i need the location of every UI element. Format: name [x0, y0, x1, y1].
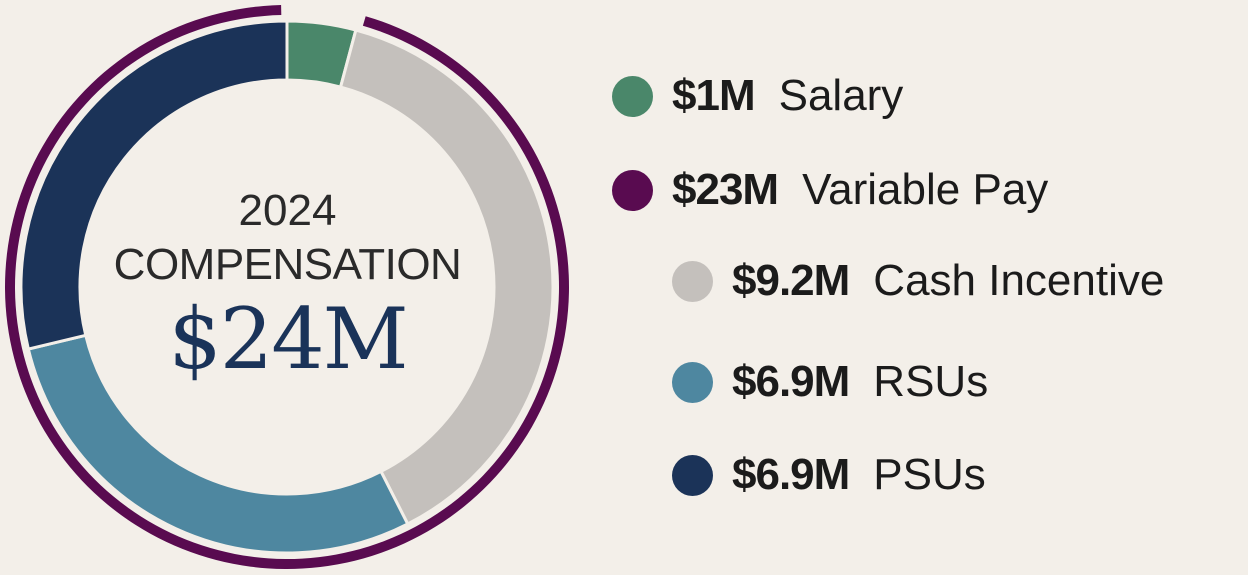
legend-label-variable-pay: Variable Pay — [802, 165, 1049, 214]
legend-dot-rsus — [672, 361, 713, 403]
center-year: 2024 — [238, 186, 337, 235]
legend-label-cash-incentive: Cash Incentive — [873, 256, 1165, 305]
legend-dot-variable-pay — [612, 169, 653, 211]
legend-dot-cash-incentive — [672, 260, 713, 302]
legend-item-variable-pay: $23M Variable Pay — [612, 160, 1048, 220]
legend-label-salary: Salary — [778, 71, 904, 120]
donut-chart — [4, 5, 569, 570]
slice-psu — [19, 19, 289, 351]
legend-dot-psus — [672, 454, 713, 496]
legend-item-psus: $6.9M PSUs — [672, 445, 986, 505]
legend-amount-salary: $1M — [672, 71, 756, 120]
legend-amount-variable-pay: $23M — [672, 165, 779, 214]
legend-amount-rsus: $6.9M — [732, 357, 850, 406]
legend-item-salary: $1M Salary — [612, 66, 903, 126]
slice-ring — [19, 19, 555, 555]
legend-label-rsus: RSUs — [873, 357, 989, 406]
legend-amount-psus: $6.9M — [732, 450, 850, 499]
legend-label-psus: PSUs — [873, 450, 986, 499]
legend-item-cash-incentive: $9.2M Cash Incentive — [672, 251, 1164, 311]
legend-amount-cash-incentive: $9.2M — [732, 256, 850, 305]
legend-item-rsus: $6.9M RSUs — [672, 352, 988, 412]
center-total: $24M — [168, 290, 408, 388]
legend-dot-salary — [612, 75, 653, 117]
slice-cash — [338, 28, 555, 527]
center-title: COMPENSATION — [113, 240, 462, 289]
